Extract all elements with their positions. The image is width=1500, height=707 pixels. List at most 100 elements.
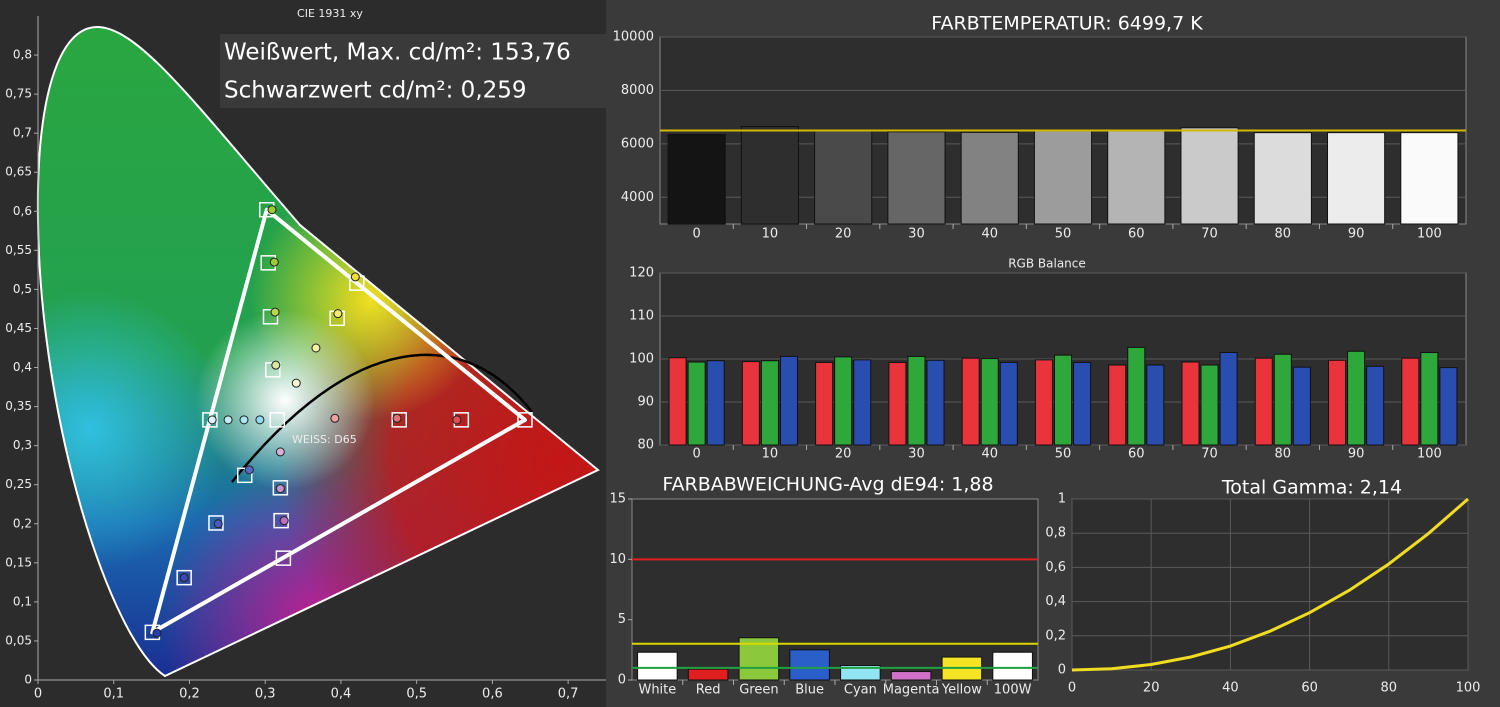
y-tick-label: 0,8 [13,48,32,62]
measured-point [269,257,279,267]
bar [741,361,760,446]
y-tick-label: 0 [1058,663,1066,678]
bar [1107,130,1166,225]
measured-point [239,415,249,425]
y-tick-label: 10 [609,552,626,567]
bar [907,355,926,446]
measured-point [279,516,289,526]
chart-title: FARBABWEICHUNG-Avg dE94: 1,88 [662,474,993,496]
bar [740,125,799,225]
y-tick-label: 0,05 [5,633,32,647]
bar [1254,357,1273,446]
bar [887,131,946,225]
x-tick-label: 0 [34,687,42,702]
x-tick-label: Blue [795,683,824,698]
measured-point [270,307,280,317]
bar [814,130,873,225]
gamma-curve [1071,497,1469,672]
bar [980,358,999,446]
y-tick-label: 0,25 [5,477,32,491]
y-tick-label: 0 [24,673,32,687]
chart-title: RGB Balance [1008,257,1086,271]
bar [1181,361,1200,446]
x-tick-label: Yellow [941,683,982,698]
measured-point [311,343,321,353]
bar [1347,350,1366,446]
x-tick-label: 0,2 [179,687,200,702]
x-tick-label: 0 [692,447,700,462]
chart-title: FARBTEMPERATUR: 6499,7 K [931,13,1203,35]
x-tick-label: 60 [1301,681,1318,696]
x-tick-label: 30 [908,447,925,462]
bar [668,357,687,446]
plot-area [1071,498,1469,671]
bar [1401,357,1420,446]
measured-point [271,360,281,370]
measured-point [213,519,223,529]
bar [888,361,907,446]
measured-point [350,272,360,282]
y-tick-label: 10000 [613,30,654,45]
x-tick-label: 0,6 [482,687,503,702]
x-tick-label: 0 [692,227,700,242]
x-tick-label: 30 [908,227,925,242]
cie-layer [144,201,533,641]
bar [779,355,798,446]
measured-point [275,484,285,494]
y-tick-label: 0,15 [5,555,32,569]
bar [1180,127,1239,225]
x-tick-label: 0,3 [255,687,276,702]
y-tick-label: 0,2 [13,516,32,530]
bar [1439,367,1458,446]
y-tick-label: 6000 [621,136,654,151]
y-tick-label: 0,4 [1045,594,1066,609]
x-tick-label: 0,7 [558,687,579,702]
x-tick-label: 0 [1068,681,1076,696]
measured-point [452,415,462,425]
y-tick-label: 5 [618,612,626,627]
bar [1273,353,1292,446]
bar [1400,132,1459,225]
spectral-locus [36,25,600,678]
x-tick-label: 70 [1201,227,1218,242]
x-tick-label: 50 [1055,447,1072,462]
bar [992,651,1033,681]
bar [890,671,932,681]
chart-title: Total Gamma: 2,14 [1221,477,1402,499]
y-tick-label: 0,4 [13,360,32,374]
measured-point [152,628,162,638]
bar [1219,352,1238,446]
x-tick-label: Green [739,683,778,698]
bar [706,360,725,446]
bar [760,360,779,446]
bar [1146,364,1165,446]
x-tick-label: 80 [1381,681,1398,696]
x-tick-label: 100 [1417,447,1442,462]
bar [1253,132,1312,225]
bar [637,651,678,681]
y-tick-label: 0,75 [5,87,32,101]
bar [1033,130,1093,225]
target-marker [269,412,286,428]
x-tick-label: Cyan [844,683,877,698]
measured-point [179,573,189,583]
bar [1420,352,1439,446]
bar [1034,359,1053,446]
y-tick-label: 0,1 [13,594,32,608]
bar [738,637,780,681]
x-tick-label: 20 [835,227,852,242]
x-tick-label: Magenta [883,683,940,698]
y-tick-label: 0,35 [5,399,32,413]
y-tick-label: 4000 [621,190,654,205]
target-marker [262,309,279,325]
y-tick-label: 0,5 [13,282,32,296]
x-tick-label: 100 [1456,681,1481,696]
x-tick-label: 10 [762,227,779,242]
x-tick-label: 0,1 [103,687,124,702]
bar [687,361,706,446]
y-tick-label: 0,45 [5,321,32,335]
measured-point [244,465,254,475]
measured-point [267,205,277,215]
x-tick-label: 20 [1143,681,1160,696]
bar [853,359,872,446]
